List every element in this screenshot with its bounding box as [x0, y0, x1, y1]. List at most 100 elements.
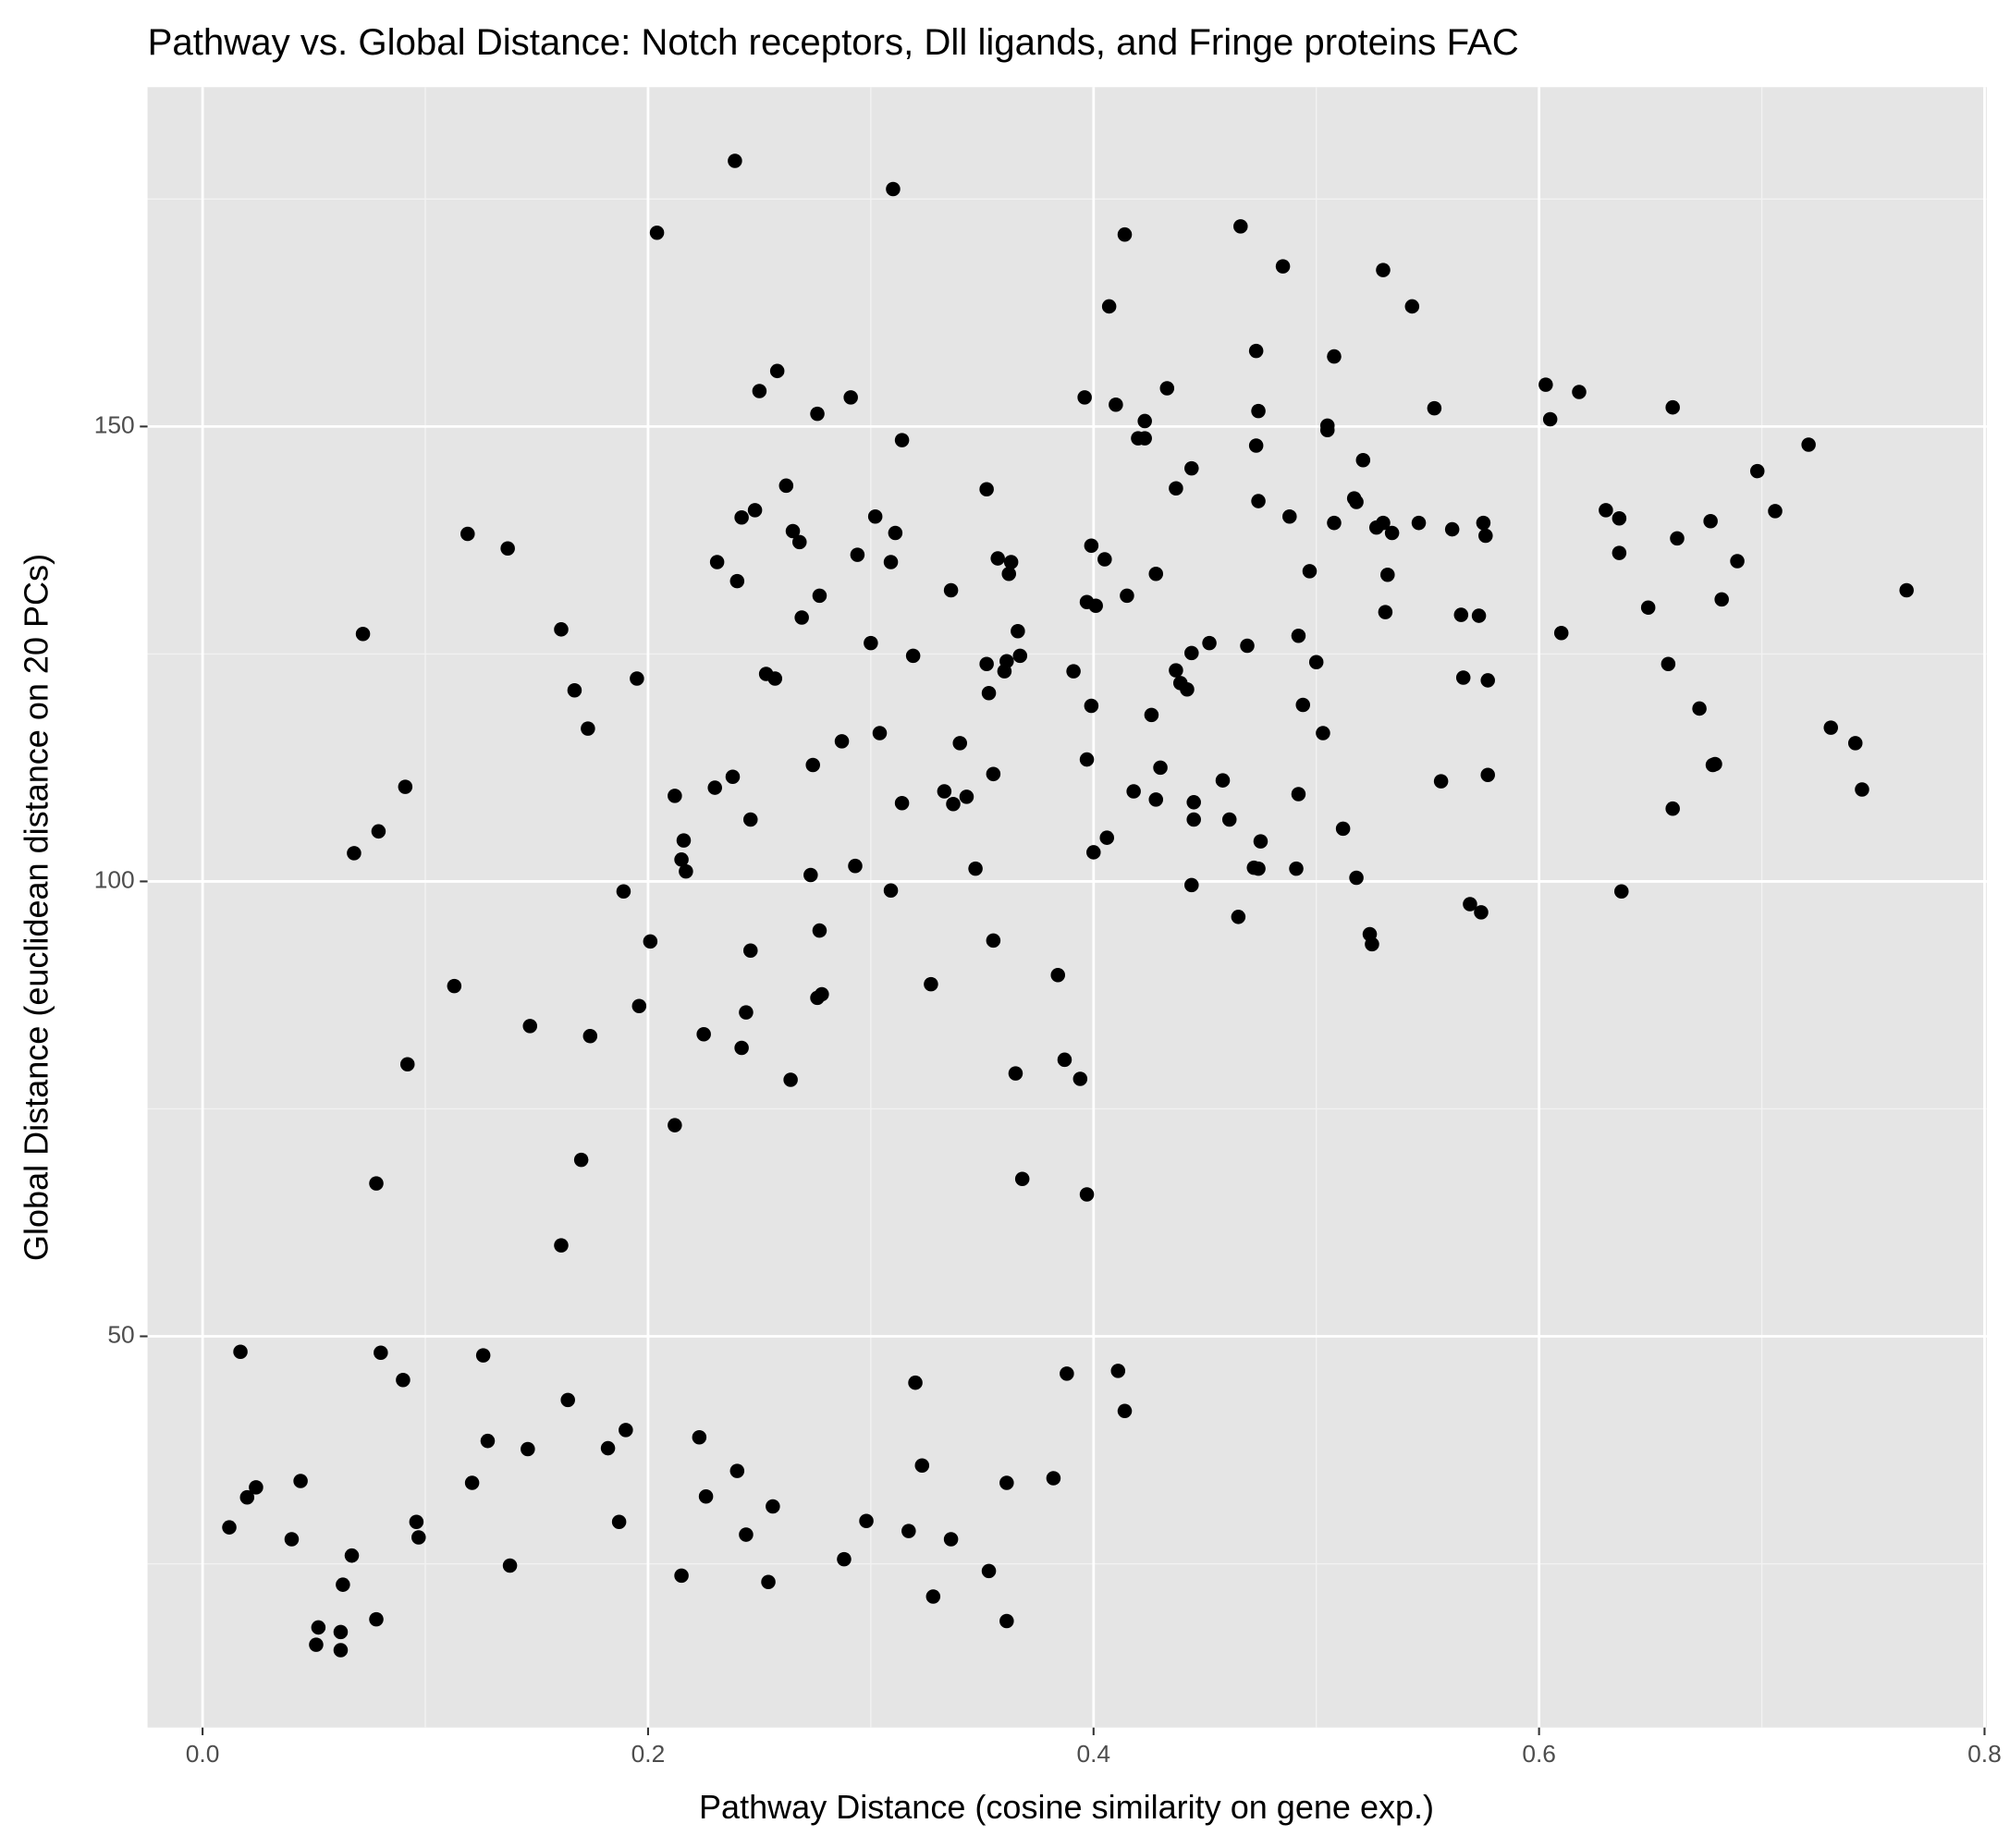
chart-title: Pathway vs. Global Distance: Notch recep…	[148, 21, 1519, 63]
data-point	[1101, 299, 1117, 314]
data-point	[937, 784, 952, 799]
data-point	[1404, 299, 1420, 314]
data-point	[1184, 645, 1199, 661]
data-point	[460, 526, 475, 542]
data-point	[1221, 812, 1237, 827]
data-point	[1749, 463, 1765, 479]
data-point	[1251, 861, 1266, 876]
data-point	[1014, 1171, 1030, 1187]
x-axis-title: Pathway Distance (cosine similarity on g…	[699, 1788, 1434, 1826]
data-point	[1553, 625, 1569, 641]
data-point	[792, 534, 807, 550]
data-point	[812, 923, 827, 938]
data-point	[333, 1643, 349, 1658]
data-point	[396, 1372, 411, 1388]
data-point	[1614, 884, 1629, 900]
data-point	[850, 547, 865, 562]
data-point	[1474, 905, 1489, 920]
data-point	[867, 509, 883, 524]
data-point	[573, 1152, 589, 1168]
data-point	[725, 769, 741, 785]
data-point	[371, 824, 386, 839]
data-point	[1670, 531, 1685, 546]
data-point	[309, 1637, 324, 1652]
data-point	[794, 610, 809, 625]
data-point	[698, 1488, 714, 1504]
data-point	[1186, 795, 1201, 810]
data-point	[1384, 525, 1400, 541]
data-point	[1433, 774, 1449, 789]
data-point	[894, 433, 910, 447]
data-point	[1008, 1066, 1023, 1081]
data-point	[986, 933, 1001, 948]
data-point	[1186, 812, 1201, 827]
data-point	[293, 1474, 308, 1488]
data-point	[582, 1028, 598, 1044]
data-point	[886, 181, 901, 197]
data-point	[1050, 968, 1065, 983]
data-point	[888, 525, 903, 541]
x-tick-label: 0.6	[1522, 1740, 1556, 1768]
data-point	[981, 685, 997, 701]
data-point	[1768, 504, 1783, 519]
data-point	[1572, 385, 1587, 399]
data-point	[1148, 567, 1164, 581]
data-point	[696, 1027, 711, 1042]
data-point	[1251, 494, 1266, 508]
data-point	[679, 863, 693, 879]
data-point	[1169, 481, 1183, 496]
data-point	[1003, 555, 1019, 569]
data-point	[1308, 655, 1324, 670]
data-point	[1801, 437, 1816, 452]
data-point	[1084, 538, 1099, 554]
data-point	[908, 1375, 923, 1390]
data-point	[1153, 760, 1168, 776]
data-point	[480, 1433, 496, 1449]
data-point	[222, 1520, 237, 1535]
data-point	[1455, 670, 1471, 685]
data-point	[522, 1019, 538, 1034]
data-point	[1411, 515, 1427, 531]
data-point	[1480, 673, 1495, 688]
data-point	[805, 757, 820, 773]
data-point	[803, 867, 818, 883]
data-point	[554, 622, 569, 637]
data-point	[1184, 460, 1199, 476]
data-point	[1079, 752, 1095, 767]
data-point	[864, 635, 878, 651]
data-point	[398, 779, 413, 794]
data-point	[1365, 936, 1379, 952]
data-point	[1327, 349, 1342, 364]
data-point	[729, 573, 745, 589]
data-point	[872, 726, 888, 740]
data-point	[859, 1513, 874, 1529]
data-point	[643, 934, 658, 949]
data-point	[1378, 605, 1393, 619]
data-point	[374, 1345, 388, 1360]
data-point	[1665, 801, 1680, 816]
data-point	[747, 503, 763, 518]
data-point	[521, 1441, 535, 1457]
data-point	[1072, 1071, 1088, 1086]
data-point	[1184, 877, 1199, 893]
data-point	[1066, 664, 1081, 679]
data-point	[674, 852, 689, 867]
data-point	[742, 812, 758, 827]
data-point	[1251, 403, 1266, 419]
data-point	[981, 1563, 997, 1579]
data-point	[883, 555, 899, 569]
data-point	[778, 478, 794, 494]
data-point	[560, 1392, 575, 1408]
data-point	[1692, 701, 1707, 716]
data-point	[999, 1613, 1014, 1629]
data-point	[979, 482, 994, 497]
data-point	[924, 976, 938, 992]
data-point	[1202, 635, 1217, 651]
data-point	[1109, 397, 1123, 412]
data-point	[769, 363, 785, 379]
data-point	[1349, 495, 1364, 509]
data-point	[1899, 582, 1914, 598]
data-point	[1295, 697, 1311, 713]
data-point	[997, 664, 1012, 679]
